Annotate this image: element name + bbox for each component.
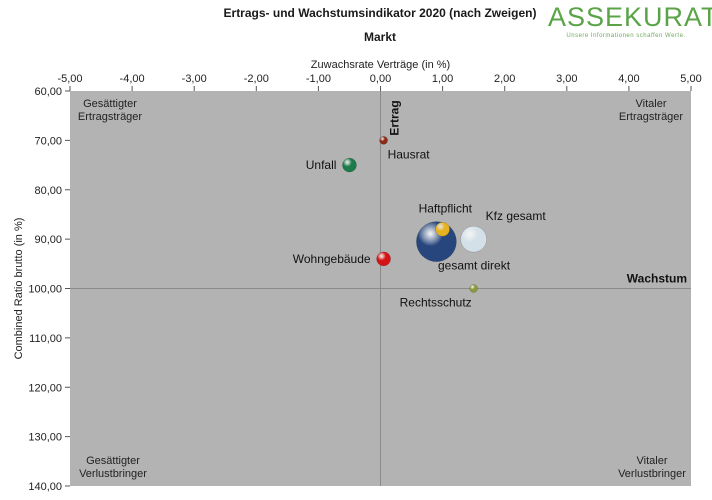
bubble-unfall <box>342 157 357 173</box>
x-tick-label: -4,00 <box>120 73 145 85</box>
y-tick-label: 90,00 <box>34 234 62 246</box>
x-tick-label: 5,00 <box>680 73 701 85</box>
data-label-gesamt-direkt: gesamt direkt <box>438 259 511 273</box>
x-tick-label: -5,00 <box>57 73 82 85</box>
quadrant-label-top-right: Vitaler Ertragsträger <box>619 98 684 123</box>
brand-logo: ASSEKURATA Unsere Informationen schaffen… <box>548 2 712 40</box>
y-axis-label: Combined Ratio brutto (in %) <box>13 218 25 360</box>
quadrant-label-bottom-right: Vitaler Verlustbringer <box>618 455 686 480</box>
ertrag-axis-annotation: Ertrag <box>388 100 402 135</box>
bubble-series: Hausrat Unfall gesamt direkt Kfz gesamt Haft… <box>293 136 547 310</box>
y-tick-label: 60,00 <box>34 86 62 98</box>
data-label-wohngebaeude: Wohngebäude <box>293 252 371 266</box>
bubble-wohngebaeude <box>376 251 391 267</box>
data-label-rechtsschutz: Rechtsschutz <box>400 296 472 310</box>
y-tick-label: 120,00 <box>28 382 62 394</box>
y-tick-label: 110,00 <box>29 333 62 345</box>
y-axis-ticks: 60,00 70,00 80,00 90,00 100,00 110,00 120,00 13… <box>28 86 70 493</box>
logo-tagline: Unsere Informationen schaffen Werte. <box>566 33 686 39</box>
x-axis-ticks: -5,00 -4,00 -3,00 -2,00 -1,00 0,00 1,00 2,00 3,0… <box>57 73 702 91</box>
y-tick-label: 70,00 <box>34 135 62 147</box>
x-tick-label: 1,00 <box>432 73 453 85</box>
x-tick-label: -3,00 <box>182 73 207 85</box>
data-label-hausrat: Hausrat <box>388 147 431 161</box>
data-label-unfall: Unfall <box>306 158 337 172</box>
wachstum-axis-annotation: Wachstum <box>627 272 687 286</box>
logo-wordmark: ASSEKURATA <box>548 2 712 32</box>
data-label-kfz-gesamt: Kfz gesamt <box>486 209 547 223</box>
quadrant-labels: Gesättigter Ertragsträger Vitaler Ertragstr… <box>78 98 686 480</box>
quadrant-label-bottom-left: Gesättigter Verlustbringer <box>79 455 147 480</box>
bubble-hausrat <box>379 136 388 145</box>
x-tick-label: -1,00 <box>306 73 331 85</box>
bubble-kfz-gesamt <box>460 225 487 253</box>
y-tick-label: 100,00 <box>28 284 62 296</box>
x-tick-label: -2,00 <box>244 73 269 85</box>
y-tick-label: 130,00 <box>28 432 62 444</box>
x-tick-label: 0,00 <box>370 73 391 85</box>
quadrant-label-top-left: Gesättigter Ertragsträger <box>78 98 143 123</box>
x-tick-label: 4,00 <box>618 73 639 85</box>
x-tick-label: 2,00 <box>494 73 515 85</box>
x-tick-label: 3,00 <box>556 73 577 85</box>
chart-title: Ertrags- und Wachstumsindikator 2020 (na… <box>223 6 537 20</box>
y-tick-label: 140,00 <box>28 481 62 493</box>
y-tick-label: 80,00 <box>34 185 62 197</box>
bubble-haftpflicht <box>435 222 450 237</box>
bubble-rechtsschutz <box>469 284 478 293</box>
chart-subtitle: Markt <box>363 30 396 44</box>
x-axis-label: Zuwachsrate Verträge (in %) <box>311 59 450 71</box>
data-label-haftpflicht: Haftpflicht <box>419 201 473 215</box>
